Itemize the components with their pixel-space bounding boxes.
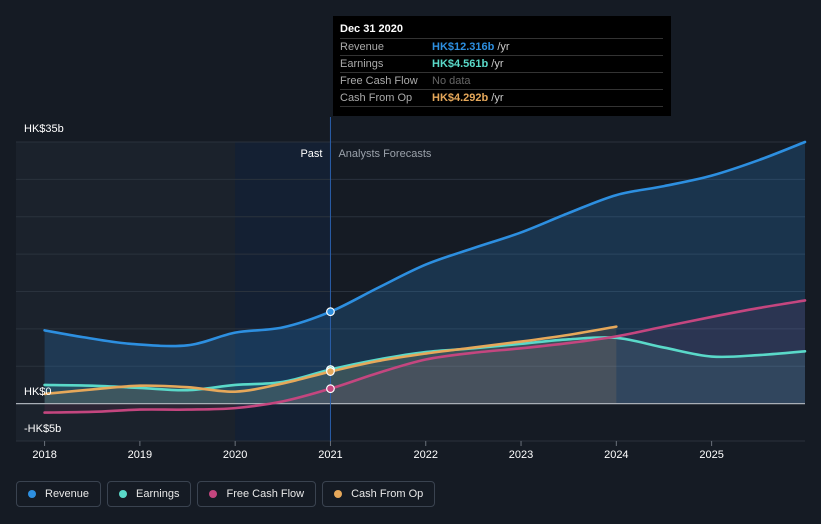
x-tick-label: 2021 bbox=[318, 449, 342, 461]
cash-from-op-marker bbox=[326, 367, 335, 376]
chart-legend: Revenue Earnings Free Cash Flow Cash Fro… bbox=[16, 481, 436, 507]
tooltip-row-revenue: Revenue HK$12.316b /yr bbox=[340, 39, 663, 56]
tooltip-label: Free Cash Flow bbox=[340, 75, 418, 87]
legend-dot-icon bbox=[209, 490, 218, 498]
y-label-zero: HK$0 bbox=[24, 386, 52, 398]
past-label: Past bbox=[300, 148, 322, 160]
tooltip-date: Dec 31 2020 bbox=[340, 23, 663, 39]
legend-label: Revenue bbox=[45, 488, 90, 500]
tooltip-unit: /yr bbox=[497, 41, 510, 53]
tooltip-row-free-cash-flow: Free Cash Flow No data bbox=[340, 73, 663, 90]
revenue-line bbox=[43, 140, 807, 348]
legend-cash-from-op[interactable]: Cash From Op bbox=[322, 481, 436, 507]
earnings-area bbox=[44, 337, 805, 404]
y-label-top: HK$35b bbox=[24, 123, 64, 135]
tooltip-value: No data bbox=[432, 75, 471, 87]
legend-dot-icon bbox=[334, 490, 343, 498]
tooltip-row-cash-from-op: Cash From Op HK$4.292b /yr bbox=[340, 90, 663, 107]
tooltip-value: HK$4.561b bbox=[432, 58, 489, 70]
forecast-label: Analysts Forecasts bbox=[338, 148, 431, 160]
legend-label: Free Cash Flow bbox=[226, 488, 305, 500]
free-cash-flow-marker bbox=[326, 384, 335, 394]
x-tick-label: 2023 bbox=[509, 449, 533, 461]
tooltip-value: HK$4.292b bbox=[432, 92, 489, 104]
legend-earnings[interactable]: Earnings bbox=[107, 481, 192, 507]
legend-label: Cash From Op bbox=[351, 488, 424, 500]
legend-dot-icon bbox=[28, 490, 36, 498]
tooltip-unit: /yr bbox=[491, 58, 504, 70]
legend-dot-icon bbox=[119, 490, 128, 498]
earnings-line bbox=[43, 336, 807, 392]
legend-free-cash-flow[interactable]: Free Cash Flow bbox=[197, 481, 317, 507]
x-tick-label: 2024 bbox=[604, 449, 628, 461]
x-tick-label: 2019 bbox=[128, 449, 152, 461]
x-tick-label: 2020 bbox=[223, 449, 247, 461]
cash-from-op-area bbox=[44, 326, 617, 404]
free-cash-flow-area bbox=[44, 300, 805, 413]
tooltip-unit: /yr bbox=[491, 92, 504, 104]
free-cash-flow-line bbox=[43, 299, 807, 414]
x-tick-label: 2022 bbox=[414, 449, 438, 461]
legend-label: Earnings bbox=[136, 488, 180, 500]
legend-revenue[interactable]: Revenue bbox=[16, 481, 102, 507]
revenue-marker bbox=[326, 307, 335, 317]
data-tooltip: Dec 31 2020 Revenue HK$12.316b /yr Earni… bbox=[333, 16, 671, 116]
tooltip-label: Earnings bbox=[340, 58, 384, 70]
tooltip-label: Revenue bbox=[340, 41, 385, 53]
x-tick-label: 2025 bbox=[699, 449, 723, 461]
y-label-bottom: -HK$5b bbox=[24, 423, 62, 435]
x-tick-label: 2018 bbox=[32, 449, 56, 461]
tooltip-row-earnings: Earnings HK$4.561b /yr bbox=[340, 56, 663, 73]
tooltip-value: HK$12.316b bbox=[432, 41, 495, 53]
tooltip-label: Cash From Op bbox=[340, 92, 413, 104]
